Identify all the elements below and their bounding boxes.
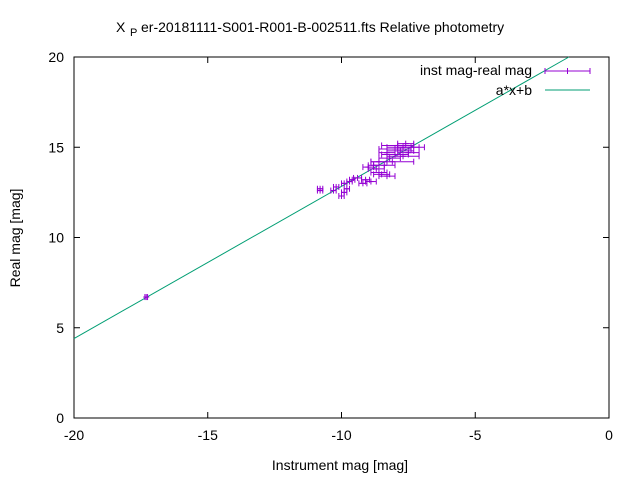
data-point bbox=[332, 183, 340, 190]
y-tick-label: 0 bbox=[56, 410, 64, 426]
data-point bbox=[373, 162, 396, 169]
y-tick-label: 10 bbox=[48, 230, 64, 246]
data-point bbox=[378, 173, 396, 180]
x-tick-label: 0 bbox=[605, 427, 613, 443]
x-tick-label: -15 bbox=[198, 427, 218, 443]
legend-label-fit-line: a*x+b bbox=[496, 82, 532, 98]
y-tick-label: 15 bbox=[48, 139, 64, 155]
x-tick-label: -20 bbox=[64, 427, 84, 443]
data-point bbox=[397, 140, 415, 147]
y-tick-label: 20 bbox=[48, 49, 64, 65]
x-axis-label: Instrument mag [mag] bbox=[272, 457, 408, 473]
x-tick-label: -5 bbox=[469, 427, 482, 443]
chart-title-symbol: X bbox=[116, 19, 126, 35]
x-tick-label: -10 bbox=[331, 427, 351, 443]
y-tick-label: 5 bbox=[56, 320, 64, 336]
data-point bbox=[370, 158, 415, 165]
data-point bbox=[365, 178, 377, 185]
chart-title-text: er-20181111-S001-R001-B-002511.fts Relat… bbox=[141, 19, 504, 35]
fit-line bbox=[73, 56, 570, 340]
plot-area: -20 -15 -10 -5 0 0 5 10 15 20 bbox=[48, 49, 613, 443]
data-point bbox=[143, 294, 150, 301]
y-axis-label: Real mag [mag] bbox=[7, 189, 23, 288]
legend: inst mag-real mag a*x+b bbox=[420, 62, 591, 98]
chart-title-subscript: P bbox=[130, 27, 137, 39]
data-point bbox=[343, 185, 351, 192]
data-point bbox=[386, 153, 420, 160]
plot-frame bbox=[73, 56, 610, 419]
data-point bbox=[316, 185, 324, 192]
legend-label-inst-mag: inst mag-real mag bbox=[420, 62, 532, 78]
data-point bbox=[367, 165, 385, 172]
data-point bbox=[341, 180, 348, 187]
data-point bbox=[397, 144, 425, 151]
chart-title: X P er-20181111-S001-R001-B-002511.fts R… bbox=[116, 19, 504, 39]
data-point bbox=[397, 149, 420, 156]
